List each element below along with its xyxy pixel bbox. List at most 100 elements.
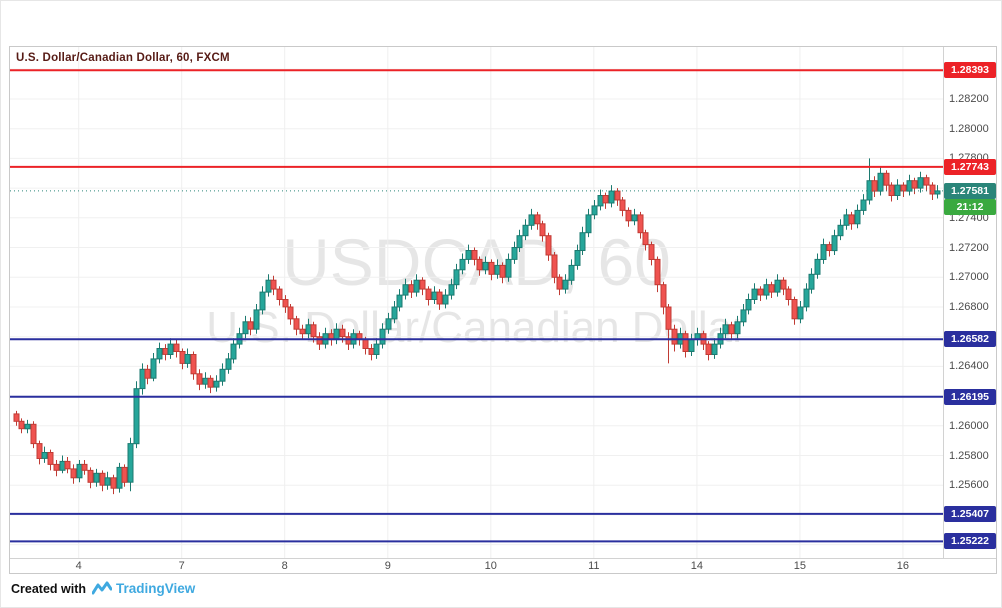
- candle: [900, 182, 907, 197]
- candle: [190, 351, 197, 380]
- candle: [99, 470, 106, 492]
- candle: [431, 286, 438, 304]
- candle: [728, 321, 735, 340]
- candle: [488, 259, 495, 281]
- candle: [694, 327, 701, 346]
- time-axis[interactable]: 4 7 8 9 10 11 14 15 16: [10, 558, 996, 573]
- candle: [76, 460, 83, 483]
- candle: [471, 247, 478, 266]
- candle: [316, 332, 323, 350]
- candle: [837, 219, 844, 241]
- candle: [556, 274, 563, 296]
- x-axis-label: 8: [281, 560, 288, 572]
- candle: [597, 189, 604, 211]
- y-axis-label: 1.28000: [949, 122, 989, 135]
- candle: [631, 208, 638, 226]
- candle: [419, 277, 426, 296]
- candle: [133, 381, 140, 449]
- y-axis-label: 1.26000: [949, 419, 989, 432]
- chart-plot-area[interactable]: USDCAD, 60 U.S. Dollar/Canadian Dollar U…: [10, 47, 943, 558]
- candle: [121, 464, 128, 487]
- candle: [253, 304, 260, 334]
- tradingview-logo-icon: [92, 581, 113, 595]
- candle: [654, 256, 661, 293]
- candle: [906, 174, 913, 196]
- candle: [814, 253, 821, 279]
- candle: [156, 342, 163, 364]
- price-level-badge: 1.28393: [944, 62, 996, 79]
- price-level-badge: 1.25407: [944, 505, 996, 522]
- candle: [929, 182, 936, 200]
- candle: [637, 211, 644, 239]
- candle: [677, 327, 684, 349]
- candle: [763, 278, 770, 300]
- candle: [368, 344, 375, 361]
- candle: [482, 256, 489, 275]
- candle: [24, 419, 31, 434]
- candle: [442, 289, 449, 309]
- candle: [780, 277, 787, 296]
- candle: [826, 241, 833, 257]
- candle: [225, 353, 232, 374]
- candle: [614, 188, 621, 206]
- candle: [173, 339, 180, 358]
- candle: [574, 244, 581, 270]
- candle: [408, 280, 415, 298]
- candle: [545, 232, 552, 261]
- price-axis[interactable]: 1.282001.280001.278001.274001.272001.270…: [943, 47, 996, 558]
- candle: [13, 410, 20, 426]
- candle: [711, 338, 718, 359]
- chart-widget: USDCAD, 60 U.S. Dollar/Canadian Dollar U…: [9, 46, 997, 574]
- candle: [93, 468, 100, 487]
- candle: [465, 244, 472, 264]
- candle: [373, 338, 380, 359]
- symbol-legend: U.S. Dollar/Canadian Dollar, 60, FXCM: [16, 52, 230, 64]
- candle: [459, 253, 466, 275]
- candle: [476, 256, 483, 276]
- candle: [213, 375, 220, 392]
- candle: [797, 301, 804, 324]
- created-with-label: Created with: [11, 581, 87, 596]
- last-price-badge: 1.27581: [944, 182, 996, 199]
- candle: [196, 369, 203, 391]
- candle: [534, 211, 541, 230]
- candle: [562, 274, 569, 294]
- candle: [820, 238, 827, 264]
- candle: [162, 344, 169, 361]
- attribution-bar: Created with TradingView: [11, 581, 195, 596]
- candle: [282, 295, 289, 313]
- candle: [934, 185, 941, 199]
- candle: [242, 315, 249, 339]
- y-axis-label: 1.27000: [949, 271, 989, 284]
- candle: [391, 301, 398, 324]
- candle: [81, 460, 88, 475]
- candle: [808, 268, 815, 294]
- candle: [551, 252, 558, 284]
- candle: [18, 418, 25, 434]
- candle: [803, 283, 810, 312]
- candle: [104, 471, 111, 490]
- tradingview-link[interactable]: TradingView: [92, 581, 195, 596]
- candle: [665, 304, 672, 364]
- candle: [740, 304, 747, 327]
- candle: [848, 211, 855, 230]
- candle: [41, 446, 48, 463]
- candle: [923, 174, 930, 192]
- y-axis-label: 1.27200: [949, 241, 989, 254]
- candle: [860, 194, 867, 215]
- candle: [671, 324, 678, 352]
- candle: [247, 317, 254, 336]
- candle: [184, 348, 191, 368]
- candle: [660, 281, 667, 315]
- candle: [843, 208, 850, 230]
- candle: [831, 229, 838, 255]
- candle: [854, 204, 861, 229]
- candle: [396, 289, 403, 312]
- candle: [539, 220, 546, 242]
- candle: [207, 375, 214, 394]
- x-axis-label: 11: [588, 560, 600, 572]
- candle: [522, 219, 529, 241]
- candle: [722, 318, 729, 339]
- candles-svg[interactable]: [10, 47, 943, 558]
